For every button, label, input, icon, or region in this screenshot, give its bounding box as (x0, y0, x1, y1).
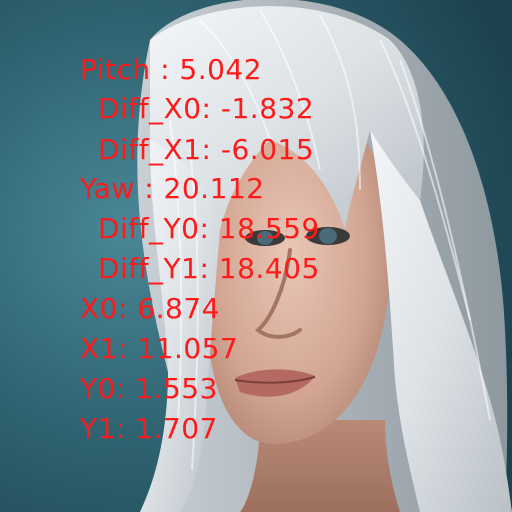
diff-x0-readout: Diff_X0: -1.832 (98, 92, 315, 125)
hair-bangs (150, 6, 424, 230)
right-iris (319, 228, 337, 244)
lip-line (234, 376, 316, 384)
hair-right-side (370, 130, 512, 512)
x0-readout: X0: 6.874 (80, 292, 220, 325)
pitch-readout: Pitch : 5.042 (80, 53, 263, 86)
hair-strands (169, 9, 491, 471)
nose (254, 248, 302, 339)
x1-readout: X1: 11.057 (80, 332, 239, 365)
diff-y1-readout: Diff_Y1: 18.405 (98, 252, 320, 285)
diff-x1-readout: Diff_X1: -6.015 (98, 133, 315, 166)
hair-left-side (140, 140, 220, 512)
y0-readout: Y0: 1.553 (80, 372, 218, 405)
yaw-readout: Yaw : 20.112 (80, 172, 265, 205)
left-iris (257, 231, 273, 245)
y1-readout: Y1: 1.707 (80, 412, 218, 445)
diff-y0-readout: Diff_Y0: 18.559 (98, 212, 320, 245)
